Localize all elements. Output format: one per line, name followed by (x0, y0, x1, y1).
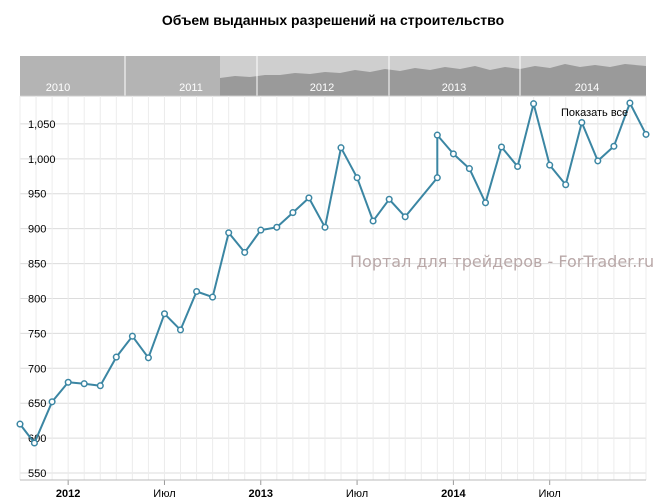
data-point (209, 293, 217, 301)
watermark: Портал для трейдеров - ForTrader.ru (350, 252, 654, 271)
x-tick-label: Июл (346, 488, 368, 500)
navigator-label: 2014 (575, 82, 599, 94)
x-tick-label: Июл (539, 488, 561, 500)
data-point (128, 332, 136, 340)
data-point (321, 223, 329, 231)
data-point (96, 382, 104, 390)
data-point (481, 199, 490, 207)
data-point (241, 248, 249, 256)
navigator-label: 2011 (179, 82, 203, 94)
data-point (176, 326, 185, 334)
data-point (578, 118, 586, 127)
data-point (465, 165, 473, 173)
y-tick-label: 800 (28, 293, 46, 305)
y-tick-label: 1,050 (28, 119, 56, 131)
x-axis-ticks: 2012 Июл 2013 Июл 2014 Июл (56, 480, 561, 500)
data-point (514, 162, 522, 171)
y-tick-label: 950 (28, 189, 46, 201)
x-tick-label: 2014 (441, 488, 466, 500)
data-point (144, 354, 152, 362)
y-tick-label: 700 (28, 363, 46, 375)
data-point (385, 195, 393, 203)
chart-title: Объем выданных разрешений на строительст… (161, 12, 505, 28)
data-point (48, 398, 56, 406)
data-point (30, 439, 38, 447)
y-tick-label: 750 (28, 328, 46, 340)
series-group (16, 99, 650, 447)
data-point (64, 378, 72, 386)
y-tick-label: 1,000 (28, 154, 56, 166)
navigator-label: 2010 (46, 82, 70, 94)
navigator-unselected-range (20, 56, 220, 96)
data-point (80, 380, 88, 388)
data-point (305, 194, 313, 202)
range-navigator[interactable]: 2010 2011 2012 2013 2014 (20, 56, 646, 96)
x-tick-label: 2012 (56, 488, 80, 500)
data-point (337, 144, 345, 152)
data-point (225, 229, 233, 237)
data-point (273, 223, 281, 231)
data-point (193, 287, 201, 296)
data-point (626, 99, 634, 107)
show-all-button[interactable]: Показать все (561, 107, 628, 119)
data-point (112, 353, 120, 361)
data-point (257, 226, 265, 234)
data-point (16, 420, 24, 428)
y-tick-label: 550 (28, 468, 46, 480)
navigator-preview-area (220, 64, 646, 96)
data-point (530, 100, 538, 108)
data-point (401, 213, 409, 221)
data-point (642, 130, 650, 138)
data-point (562, 181, 570, 189)
y-tick-label: 900 (28, 224, 46, 236)
series-line (19, 102, 647, 444)
navigator-label: 2012 (310, 82, 334, 94)
data-point (433, 131, 441, 139)
data-point (289, 209, 297, 217)
data-point (369, 217, 377, 225)
data-point (353, 174, 361, 182)
data-point (594, 157, 602, 165)
data-point (160, 310, 169, 318)
x-tick-label: 2013 (249, 488, 273, 500)
data-point (497, 143, 506, 151)
x-tick-label: Июл (153, 488, 175, 500)
navigator-label: 2013 (442, 82, 466, 94)
data-point (433, 174, 441, 182)
grid (19, 96, 647, 480)
data-point (546, 161, 554, 169)
data-point (449, 150, 457, 158)
y-tick-label: 850 (28, 259, 46, 271)
data-point (610, 142, 618, 150)
y-tick-label: 650 (28, 398, 46, 410)
